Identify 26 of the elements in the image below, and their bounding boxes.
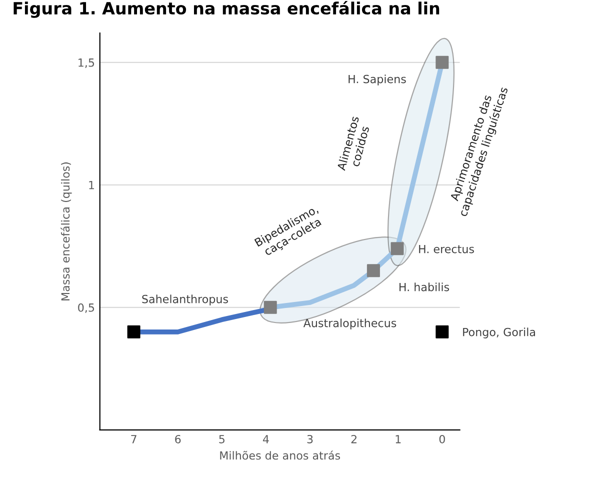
- annotation: H. Sapiens: [348, 74, 406, 86]
- annotation: H. habilis: [400, 282, 450, 292]
- x-tick-label: 0: [439, 434, 445, 444]
- y-tick-label: 1: [89, 181, 94, 190]
- annotation: H. erectus: [419, 244, 474, 254]
- point: [436, 325, 449, 338]
- x-tick-label: 2: [351, 434, 356, 444]
- point: [436, 56, 449, 69]
- text: Pongo, Gorila: [463, 328, 536, 338]
- y-axis-title: Massa encefálica (quilos): [60, 162, 72, 300]
- annotation: Australopithecus: [303, 318, 396, 330]
- x-axis-title: Milhões de anos atrás: [220, 450, 340, 460]
- chart-title: Figura 1. Aumento na massa encefálica na lin: [14, 0, 440, 18]
- x-tick-label: 7: [131, 435, 136, 444]
- point: [366, 264, 380, 278]
- point: [390, 242, 404, 256]
- x-tick-label: 5: [219, 435, 224, 444]
- x-tick-label: 4: [262, 435, 269, 444]
- x-tick-label: 3: [307, 434, 313, 444]
- x-tick-label: 1: [396, 435, 401, 444]
- annotation: Sahelanthropus: [142, 294, 228, 306]
- point: [264, 300, 277, 314]
- y-tick-label: 0,5: [78, 303, 94, 313]
- y-tick-label: 1,5: [78, 58, 94, 68]
- point: [127, 325, 140, 338]
- x-tick-label: 6: [175, 434, 181, 444]
